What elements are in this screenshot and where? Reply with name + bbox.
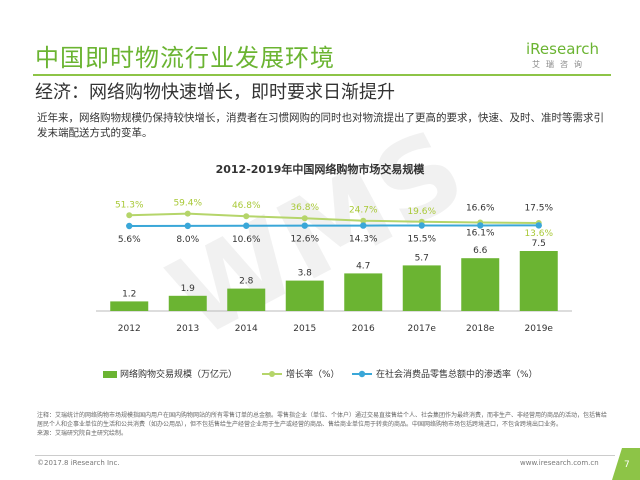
x-tick-2016: 2016 [352, 324, 375, 334]
footer-divider [35, 455, 615, 456]
bar-label-2016: 4.7 [356, 261, 370, 271]
penetration-label-2013: 8.0% [176, 235, 199, 245]
penetration-point-2013 [184, 222, 191, 230]
penetration-label-2014: 10.6% [232, 235, 261, 245]
growth-point-2012 [126, 212, 133, 219]
growth-point-2013 [184, 210, 191, 217]
slide-title: 中国即时物流行业发展环境 [35, 44, 335, 72]
growth-point-2016 [360, 217, 367, 224]
growth-label-2012: 51.3% [115, 200, 144, 210]
penetration-point-2015 [301, 222, 308, 229]
growth-label-2015: 36.8% [290, 203, 319, 213]
growth-label-2019e: 13.6% [524, 229, 553, 239]
growth-label-2014: 46.8% [232, 201, 261, 211]
x-tick-2014: 2014 [235, 324, 258, 334]
page-tab-shape [612, 448, 640, 480]
logo-subtext: 艾瑞咨询 [532, 60, 588, 69]
penetration-label-2012: 5.6% [118, 235, 141, 245]
legend-label-bars: 网络购物交易规模（万亿元） [120, 368, 237, 380]
x-tick-2019e: 2019e [525, 324, 554, 334]
penetration-point-2014 [243, 222, 250, 229]
x-tick-2013: 2013 [176, 324, 199, 334]
legend-swatch-growth-dot [269, 371, 275, 377]
bar-2017e [402, 265, 441, 311]
bar-2012 [110, 301, 149, 311]
growth-rate-line [129, 212, 539, 224]
bar-2013 [168, 295, 207, 311]
x-tick-2017e: 2017e [408, 324, 437, 334]
page-number: 7 [624, 460, 630, 470]
x-tick-2018e: 2018e [466, 324, 495, 334]
bar-2019e [519, 251, 558, 311]
legend-label-growth: 增长率（%） [286, 368, 340, 380]
growth-label-2013: 59.4% [173, 199, 202, 209]
penetration-label-2016: 14.3% [349, 235, 378, 245]
website-url: www.iresearch.com.cn [520, 459, 599, 467]
chart-title: 2012-2019年中国网络购物市场交易规模 [216, 162, 426, 176]
bar-2018e [461, 258, 500, 311]
growth-label-2016: 24.7% [349, 206, 378, 216]
x-tick-2012: 2012 [118, 324, 141, 334]
bar-label-2019e: 7.5 [532, 239, 546, 249]
penetration-point-2019e [535, 222, 542, 229]
copyright: ©2017.8 iResearch Inc. [37, 459, 120, 467]
penetration-label-2018e: 16.6% [466, 203, 495, 213]
intro-paragraph: 近年来，网络购物规模仍保持较快增长，消费者在习惯网购的同时也对物流提出了更高的要… [37, 112, 604, 139]
bar-label-2017e: 5.7 [415, 253, 429, 263]
footnote: 注释：艾瑞统计的网络购物市场规模指国内用户在国内购物网站的所有零售订单的总金额。… [37, 412, 608, 437]
x-tick-2015: 2015 [293, 324, 316, 334]
bar-label-2015: 3.8 [298, 269, 313, 279]
bar-label-2012: 1.2 [122, 289, 136, 299]
legend-swatch-bars [103, 371, 117, 378]
title-divider [33, 74, 611, 76]
legend-label-penetration: 在社会消费品零售总额中的渗透率（%） [376, 368, 538, 380]
slide-subtitle: 经济：网络购物快速增长，即时要求日渐提升 [35, 82, 395, 103]
iresearch-logo: iResearch 艾瑞咨询 [526, 40, 608, 74]
legend-swatch-penetration-dot [358, 370, 366, 378]
penetration-point-2018e [477, 222, 484, 229]
penetration-label-2015: 12.6% [290, 235, 319, 245]
penetration-point-2016 [360, 222, 367, 229]
penetration-point-2017e [418, 222, 425, 229]
bar-2015 [285, 280, 324, 311]
growth-label-2017e: 19.6% [407, 207, 436, 217]
penetration-point-2012 [126, 222, 133, 230]
penetration-label-2019e: 17.5% [524, 203, 553, 213]
bar-label-2014: 2.8 [239, 277, 254, 287]
growth-label-2018e: 16.1% [466, 228, 495, 238]
growth-point-2014 [243, 213, 250, 220]
logo-wordmark: iResearch [526, 40, 599, 58]
penetration-label-2017e: 15.5% [407, 235, 436, 245]
market-size-chart: 2012-2019年中国网络购物市场交易规模 1.2 2012 1.9 2013 2.8 2… [96, 162, 572, 380]
bar-label-2018e: 6.6 [473, 246, 488, 256]
growth-point-2015 [301, 215, 308, 222]
penetration-line [129, 224, 539, 227]
bar-label-2013: 1.9 [181, 284, 196, 294]
bar-2016 [344, 273, 383, 311]
bar-2014 [227, 288, 266, 311]
